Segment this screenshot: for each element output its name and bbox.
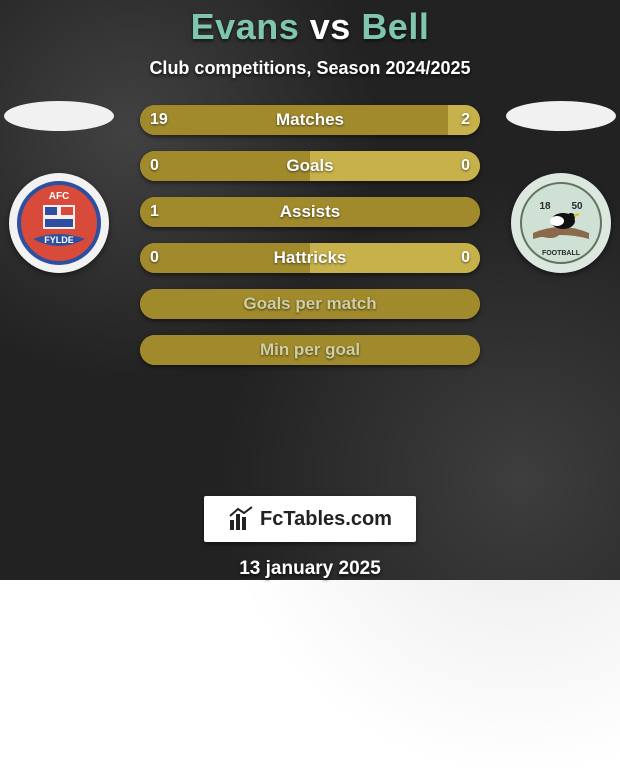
player-left-avatar-placeholder [4,101,114,131]
stat-bars: Matches192Goals00Assists1Hattricks00Goal… [140,105,480,365]
stat-bar-value-right: 2 [451,105,480,135]
svg-text:18: 18 [539,201,551,212]
stat-bar: Goals per match [140,289,480,319]
brand-logo-icon [228,506,254,532]
stat-bar-value-left: 0 [140,151,169,181]
brand-badge[interactable]: FcTables.com [204,496,416,542]
svg-text:FYLDE: FYLDE [44,235,74,245]
player-right-crest-inner: 18 50 FOOTBALL [519,181,603,265]
stat-bar: Assists1 [140,197,480,227]
stat-bar-label: Matches [140,105,480,135]
title-player-b: Bell [361,6,429,47]
svg-text:AFC: AFC [49,191,70,202]
svg-text:FOOTBALL: FOOTBALL [542,250,581,257]
stat-bar: Hattricks0 0 [140,243,480,273]
stat-bar-label: Goals per match [140,289,480,319]
player-left-crest: AFC FYLDE [9,173,109,273]
stat-bar-label: Hattricks [140,243,480,273]
comparison-card: Evans vs Bell Club competitions, Season … [0,0,620,580]
stat-bar-value-left: 1 [140,197,169,227]
date-label: 13 january 2025 [239,558,381,580]
player-right-column: 18 50 FOOTBALL [496,105,620,273]
stat-bar-label: Min per goal [140,335,480,365]
svg-text:50: 50 [571,201,583,212]
player-left-column: AFC FYLDE [0,105,124,273]
title-vs: vs [310,6,351,47]
page-title: Evans vs Bell [191,6,430,48]
stat-bar-value-left: 0 [140,243,169,273]
stat-bar-value-left: 19 [140,105,178,135]
stat-bar-value-right: 0 [451,151,480,181]
player-right-crest: 18 50 FOOTBALL [511,173,611,273]
stat-bar: Min per goal [140,335,480,365]
title-player-a: Evans [191,6,300,47]
content-area: AFC FYLDE 18 5 [0,105,620,478]
subtitle: Club competitions, Season 2024/2025 [149,58,470,79]
stat-bar: Goals0 0 [140,151,480,181]
player-right-avatar-placeholder [506,101,616,131]
stat-bar-label: Assists [140,197,480,227]
crest-right-svg: 18 50 FOOTBALL [519,181,603,265]
stat-bar-value-right: 0 [451,243,480,273]
brand-text: FcTables.com [260,508,392,531]
brand-text-value: FcTables.com [260,508,392,531]
crest-left-svg: AFC FYLDE [17,181,101,265]
stat-bar: Matches19 2 [140,105,480,135]
stat-bar-label: Goals [140,151,480,181]
player-left-crest-inner: AFC FYLDE [17,181,101,265]
